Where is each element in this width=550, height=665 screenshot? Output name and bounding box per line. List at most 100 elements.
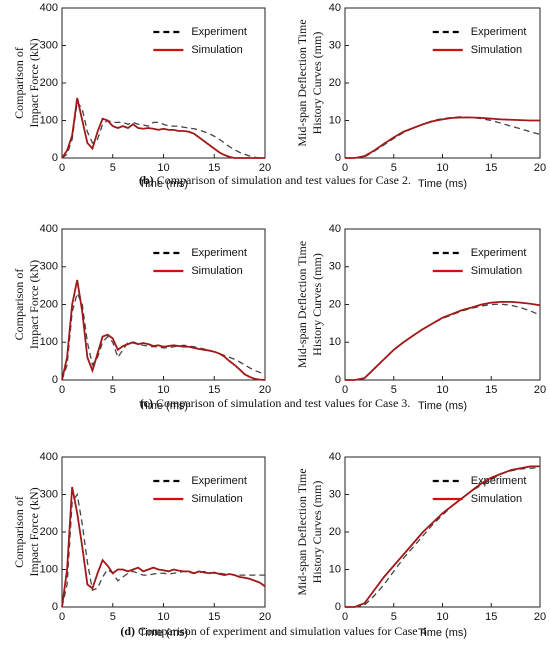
series-line [345,465,540,608]
x-tick-label: 20 [259,384,271,396]
x-tick-label: 5 [110,611,116,623]
y-tick-label: 400 [40,2,58,14]
x-tick-label: 15 [485,611,497,623]
y-tick-label: 300 [40,261,58,273]
x-tick-label: 15 [208,611,220,623]
x-tick-label: 15 [485,162,497,174]
y-axis-label: Impact Force (kN) [27,487,41,576]
caption-label: (c) [140,396,153,410]
y-tick-label: 20 [329,298,341,310]
y-axis-label: History Curves (mm) [310,481,324,584]
y-axis-label: Mid-span Deflection Time [295,468,309,595]
x-tick-label: 10 [436,162,448,174]
x-tick-label: 0 [59,611,65,623]
series-line [61,97,265,159]
series-line [345,300,541,381]
y-tick-label: 40 [329,223,341,235]
x-axis-label: Time (ms) [139,627,188,639]
x-axis-label: Time (ms) [418,400,467,412]
legend-label: Simulation [471,44,522,56]
y-tick-label: 0 [335,374,341,386]
caption-text: Comparison of simulation and test values… [156,396,410,410]
y-tick-label: 10 [329,114,341,126]
caption: (d) Comparison of experiment and simulati… [120,624,429,638]
legend-label: Simulation [191,265,242,277]
y-tick-label: 400 [40,451,58,463]
x-tick-label: 10 [436,611,448,623]
x-tick-label: 0 [59,384,65,396]
x-axis-label: Time (ms) [418,178,467,190]
y-axis-label: History Curves (mm) [310,253,324,356]
y-axis-label: Impact Force (kN) [27,38,41,127]
series-line [61,99,265,159]
x-tick-label: 5 [391,384,397,396]
y-tick-label: 0 [52,601,58,613]
series-line [345,116,540,159]
x-tick-label: 20 [259,611,271,623]
y-tick-label: 100 [40,336,58,348]
y-tick-label: 400 [40,223,58,235]
y-tick-label: 30 [329,488,341,500]
x-tick-label: 20 [534,611,546,623]
y-axis-label: Impact Force (kN) [27,260,41,349]
series-line [61,291,266,381]
y-tick-label: 0 [52,374,58,386]
y-axis-label: Comparison of [12,496,26,568]
legend-label: Experiment [471,247,527,259]
x-tick-label: 0 [342,162,348,174]
y-tick-label: 0 [335,601,341,613]
y-tick-label: 30 [329,261,341,273]
caption: (c) Comparison of simulation and test val… [140,396,411,410]
y-tick-label: 40 [329,451,341,463]
x-tick-label: 20 [534,162,546,174]
caption-text: Comparison of simulation and test values… [157,173,411,187]
y-tick-label: 0 [335,152,341,164]
y-tick-label: 300 [40,488,58,500]
legend-label: Simulation [471,493,522,505]
x-tick-label: 5 [391,162,397,174]
x-tick-label: 15 [208,162,220,174]
y-tick-label: 0 [52,152,58,164]
legend-label: Experiment [191,26,247,38]
x-tick-label: 0 [59,162,65,174]
y-tick-label: 100 [40,563,58,575]
legend-label: Experiment [471,26,527,38]
legend-label: Experiment [471,475,527,487]
y-axis-label: Mid-span Deflection Time [295,19,309,146]
legend-label: Simulation [471,265,522,277]
legend-label: Experiment [191,247,247,259]
x-tick-label: 0 [342,384,348,396]
y-tick-label: 10 [329,563,341,575]
x-tick-label: 5 [110,384,116,396]
legend-label: Simulation [191,493,242,505]
series-line [345,303,541,381]
x-tick-label: 15 [208,384,220,396]
x-tick-label: 0 [342,611,348,623]
caption-label: (d) [120,624,135,638]
x-tick-label: 5 [391,611,397,623]
series-line [61,492,265,608]
y-tick-label: 10 [329,336,341,348]
caption: (b) Comparison of simulation and test val… [139,173,411,187]
x-tick-label: 10 [157,162,169,174]
caption-label: (b) [139,173,154,187]
series-line [61,486,266,608]
y-axis-label: History Curves (mm) [310,32,324,135]
y-tick-label: 20 [329,526,341,538]
y-tick-label: 200 [40,298,58,310]
x-axis-label: Time (ms) [139,400,188,412]
y-axis-label: Comparison of [12,269,26,341]
x-tick-label: 10 [157,611,169,623]
x-tick-label: 5 [110,162,116,174]
x-tick-label: 10 [436,384,448,396]
caption-text: Comparison of experiment and simulation … [138,624,430,638]
y-tick-label: 40 [329,2,341,14]
y-tick-label: 100 [40,114,58,126]
x-axis-label: Time (ms) [139,178,188,190]
x-tick-label: 10 [157,384,169,396]
series-line [61,279,266,381]
series-line [345,116,541,159]
y-tick-label: 200 [40,77,58,89]
y-tick-label: 300 [40,39,58,51]
